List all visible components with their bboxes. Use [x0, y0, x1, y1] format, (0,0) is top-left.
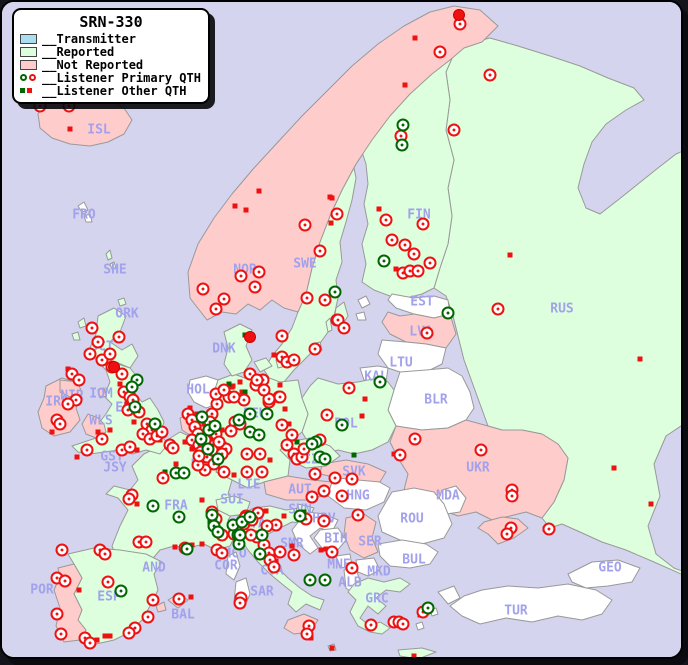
legend-row-4: __Listener Other QTH	[20, 83, 202, 98]
listener-other-icon	[20, 88, 42, 93]
red-square-icon	[27, 88, 32, 93]
legend-label-0: __Transmitter	[42, 31, 136, 46]
country-shape-ltu	[377, 339, 447, 375]
legend: SRN-330 __Transmitter __Reported __Not Rep…	[12, 8, 210, 104]
country-shape-bul	[377, 539, 439, 569]
orkney-island	[117, 297, 127, 307]
denmark-island-2	[275, 357, 287, 369]
country-shape-crete	[397, 647, 437, 657]
red-circle-icon	[29, 74, 36, 81]
country-shape-lva	[381, 311, 457, 349]
estonia-island	[357, 295, 371, 309]
legend-label-1: __Reported	[42, 44, 115, 59]
faroe-island-2	[83, 213, 93, 223]
not-reported-swatch	[20, 59, 37, 70]
bornholm-island	[311, 341, 323, 353]
legend-row-2: __Not Reported	[20, 57, 202, 72]
shetland-island-2	[109, 261, 117, 270]
legend-row-3: __Listener Primary QTH	[20, 70, 202, 85]
faroe-island	[77, 201, 89, 213]
balearic-island-2	[155, 601, 167, 613]
caspian-sea	[647, 425, 681, 572]
country-shape-ser	[343, 513, 379, 559]
listener-primary-icon	[20, 74, 42, 81]
shetland-island	[105, 249, 113, 261]
transmitter-swatch	[20, 33, 42, 44]
legend-label-4: __Listener Other QTH	[42, 83, 187, 98]
country-shape-tur	[449, 583, 613, 625]
denmark-island	[253, 357, 273, 373]
legend-row-0: __Transmitter	[20, 31, 202, 46]
legend-row-1: __Reported	[20, 44, 202, 59]
hebrides-island-2	[71, 331, 81, 341]
country-shape-grc	[347, 577, 411, 635]
turkey-thrace	[437, 585, 461, 605]
reported-swatch	[20, 46, 42, 57]
aegean-island-2	[429, 607, 439, 617]
green-circle-icon	[20, 74, 27, 81]
green-square-icon	[20, 88, 25, 93]
country-shape-rou	[377, 487, 453, 545]
legend-title: SRN-330	[79, 13, 143, 31]
country-shape-iom	[97, 387, 107, 399]
country-shape-geo	[567, 559, 641, 589]
estonia-island-2	[355, 311, 367, 321]
country-shape-blr	[387, 367, 475, 431]
reported-swatch	[20, 46, 37, 57]
legend-label-2: __Not Reported	[42, 57, 144, 72]
legend-label-3: __Listener Primary QTH	[42, 70, 201, 85]
legend-items: __Transmitter __Reported __Not Reported __L…	[20, 31, 202, 98]
aegean-island	[415, 621, 425, 631]
transmitter-swatch	[20, 33, 37, 44]
country-shape-nor	[187, 5, 499, 321]
corsica-island	[225, 551, 241, 581]
not-reported-swatch	[20, 59, 42, 70]
